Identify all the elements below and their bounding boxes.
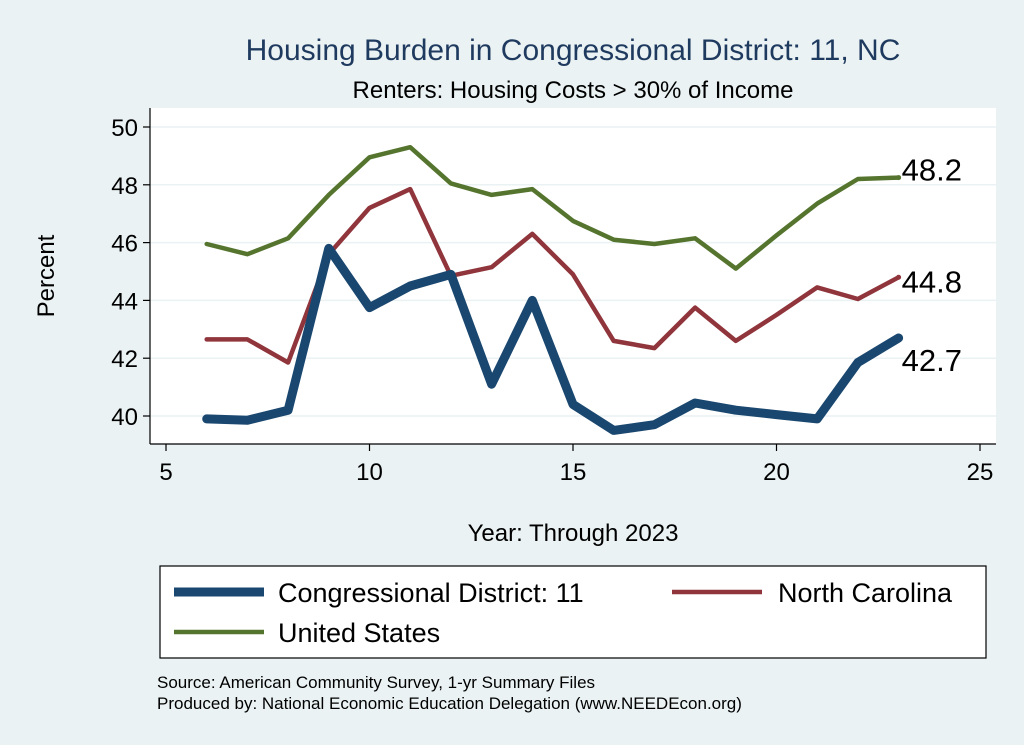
series-line-district — [202, 243, 904, 435]
x-tick-label: 25 — [967, 459, 994, 486]
x-tick-label: 10 — [356, 459, 383, 486]
y-tick-label: 46 — [111, 231, 138, 258]
y-tick-label: 48 — [111, 173, 138, 200]
end-label-north-carolina: 44.8 — [902, 264, 962, 299]
end-value-labels: 42.7 44.8 48.2 — [902, 153, 962, 378]
y-tick-label: 42 — [111, 346, 138, 373]
x-axis-title: Year: Through 2023 — [468, 520, 679, 547]
y-tick-label: 50 — [111, 115, 138, 142]
legend: Congressional District: 11 North Carolin… — [159, 565, 987, 659]
legend-label-united-states: United States — [278, 618, 440, 648]
end-label-united-states: 48.2 — [902, 153, 962, 188]
chart-title: Housing Burden in Congressional District… — [246, 34, 901, 67]
series-endpoint-united-states — [896, 175, 902, 181]
legend-label-north-carolina: North Carolina — [778, 578, 953, 608]
y-tick-label: 44 — [111, 288, 138, 315]
chart-subtitle: Renters: Housing Costs > 30% of Income — [353, 77, 794, 104]
legend-label-district: Congressional District: 11 — [278, 578, 584, 608]
legend-box — [159, 565, 987, 659]
series-endpoint-north-carolina — [896, 274, 902, 280]
y-tick-label: 40 — [111, 404, 138, 431]
data-series — [202, 144, 904, 435]
producer-note: Produced by: National Economic Education… — [157, 694, 742, 713]
end-label-district: 42.7 — [902, 343, 962, 378]
series-line-united-states — [204, 144, 901, 271]
x-tick-label: 5 — [159, 459, 172, 486]
x-tick-label: 15 — [560, 459, 587, 486]
axes: 40 42 44 46 48 50 5 10 15 20 25 — [111, 108, 996, 486]
x-tick-label: 20 — [763, 459, 790, 486]
y-axis-title: Percent — [33, 234, 60, 317]
series-endpoint-district — [896, 335, 902, 341]
source-note: Source: American Community Survey, 1-yr … — [157, 673, 595, 692]
